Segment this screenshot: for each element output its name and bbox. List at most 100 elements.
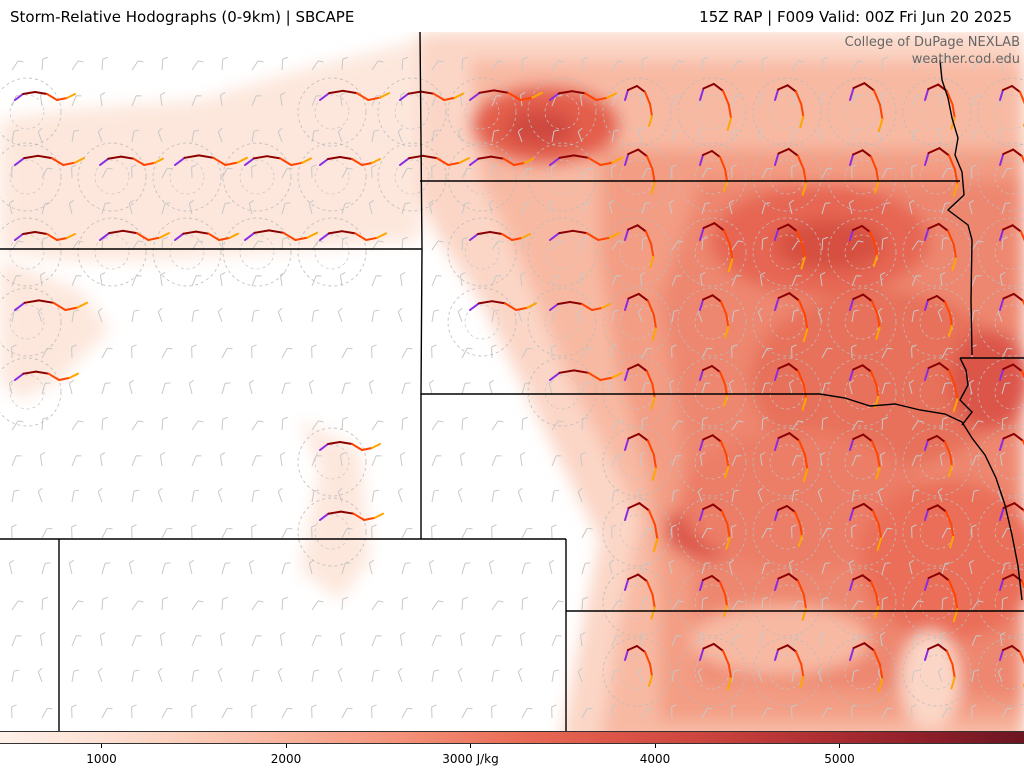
wind-barb xyxy=(971,704,977,719)
hodograph-ring xyxy=(544,159,580,195)
hodograph-segment xyxy=(954,383,959,401)
hodograph-segment xyxy=(651,593,656,609)
wind-barb xyxy=(188,379,194,395)
wind-barb xyxy=(581,167,593,179)
wind-barb xyxy=(371,635,382,647)
hodograph xyxy=(469,89,543,101)
hodograph-segment xyxy=(327,230,343,235)
wind-barb xyxy=(128,199,134,215)
wind-barb xyxy=(491,489,500,503)
wind-barb xyxy=(521,707,533,719)
hodograph-segment xyxy=(873,255,878,267)
wind-barb xyxy=(851,309,860,323)
hodograph-segment xyxy=(624,368,630,381)
wind-barb xyxy=(281,416,289,431)
hodograph-segment xyxy=(927,435,938,441)
hodograph-segment xyxy=(558,154,575,159)
wind-barb xyxy=(221,562,231,575)
hodograph-segment xyxy=(371,443,381,449)
hodograph-segment xyxy=(650,181,656,195)
wind-barb xyxy=(339,451,346,467)
hodograph-segment xyxy=(702,434,714,441)
wind-barb xyxy=(279,631,286,647)
wind-barb xyxy=(311,164,317,179)
wind-barb xyxy=(371,600,384,611)
hodograph xyxy=(849,293,881,340)
hodograph-segment xyxy=(849,507,855,521)
hodograph-ring xyxy=(394,159,430,195)
hodograph-ring xyxy=(827,217,897,287)
hodograph-segment xyxy=(948,579,956,596)
hodograph-ring xyxy=(527,357,597,427)
wind-barb xyxy=(101,562,111,575)
wind-barb xyxy=(701,167,713,179)
hodograph-segment xyxy=(361,162,373,166)
wind-barb xyxy=(881,236,889,251)
hodograph-ring xyxy=(602,567,672,637)
wind-barb xyxy=(41,562,51,575)
hodograph-ring xyxy=(77,142,147,212)
hodograph-segment xyxy=(341,230,357,235)
wind-barb xyxy=(761,167,773,179)
hodograph-segment xyxy=(799,115,805,129)
wind-barb xyxy=(461,202,471,215)
wind-barb xyxy=(159,451,166,467)
wind-barb xyxy=(791,164,797,179)
wind-barb xyxy=(341,382,351,395)
hodograph-ring xyxy=(222,142,292,212)
map-canvas[interactable]: College of DuPage NEXLAB weather.cod.edu xyxy=(0,32,1024,744)
wind-barb xyxy=(221,527,233,539)
hodograph-segment xyxy=(874,180,880,194)
hodograph-segment xyxy=(478,89,495,94)
wind-barb xyxy=(551,704,557,719)
wind-barb xyxy=(971,455,982,467)
wind-barb xyxy=(11,129,20,143)
hodograph-segment xyxy=(147,236,161,241)
hodograph-segment xyxy=(863,642,875,652)
hodograph-segment xyxy=(874,605,880,619)
hodograph xyxy=(849,642,884,693)
hodograph-ring xyxy=(902,637,972,707)
hodograph-segment xyxy=(644,651,651,665)
wind-barb xyxy=(341,562,351,575)
wind-barb xyxy=(277,667,283,683)
wind-barb xyxy=(731,95,742,107)
hodograph-segment xyxy=(624,437,630,451)
wind-barb xyxy=(759,271,766,287)
hodograph-segment xyxy=(774,297,780,311)
hodograph-segment xyxy=(861,574,872,583)
hodograph-segment xyxy=(651,467,658,481)
hodograph-segment xyxy=(355,92,370,101)
wind-barb xyxy=(161,596,169,611)
wind-barb xyxy=(188,559,194,575)
hodograph-segment xyxy=(804,453,809,471)
wind-barb xyxy=(191,669,200,683)
hodograph-segment xyxy=(702,575,713,581)
wind-barb xyxy=(431,704,437,719)
wind-barb xyxy=(248,559,254,575)
hodograph-segment xyxy=(266,155,282,160)
wind-barb xyxy=(937,667,943,683)
hodograph-segment xyxy=(722,649,730,666)
wind-barb xyxy=(971,600,984,611)
hodograph-ring xyxy=(0,357,62,427)
wind-barb xyxy=(757,667,763,683)
wind-barb xyxy=(491,669,500,683)
wind-barb xyxy=(157,667,163,683)
wind-barb xyxy=(71,309,80,323)
hodograph-segment xyxy=(852,574,864,581)
wind-barb xyxy=(848,379,854,395)
wind-barb xyxy=(279,91,286,107)
wind-barb xyxy=(11,489,20,503)
hodograph-ring xyxy=(694,304,730,340)
hodograph-segment xyxy=(946,90,954,106)
hodograph-segment xyxy=(786,84,797,93)
hodograph-segment xyxy=(723,229,731,246)
wind-barb xyxy=(731,704,737,719)
wind-barb xyxy=(251,344,257,359)
hodograph-segment xyxy=(944,441,951,455)
hodograph-segment xyxy=(477,231,491,235)
hodograph xyxy=(699,222,734,273)
hodograph-segment xyxy=(727,663,733,680)
wind-barb xyxy=(491,309,500,323)
